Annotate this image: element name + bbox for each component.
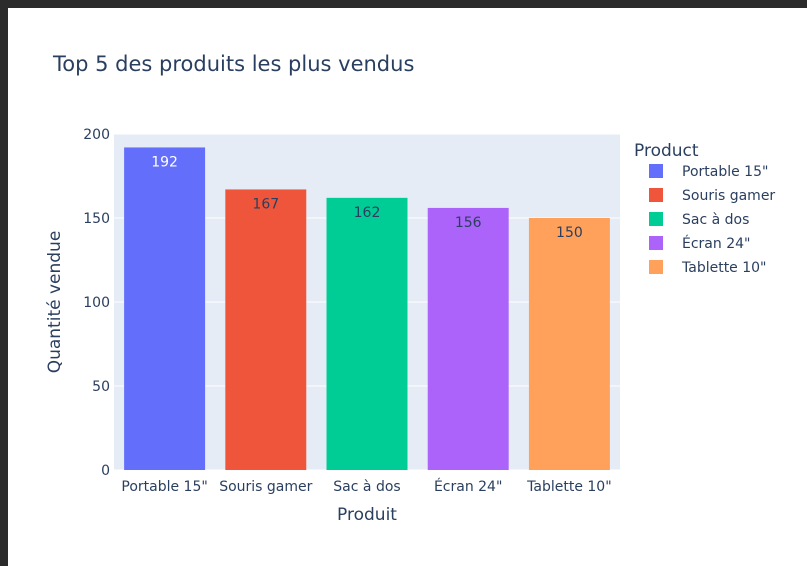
x-axis-title: Produit — [337, 505, 397, 525]
legend-item-label: Souris gamer — [682, 188, 775, 204]
legend-item[interactable]: Tablette 10" — [649, 260, 767, 276]
bar-4[interactable] — [427, 207, 509, 471]
legend-items: Portable 15" Souris gamer Sac à dos Écran 2… — [649, 164, 775, 276]
x-tick-label: Écran 24" — [434, 478, 502, 495]
x-axis-ticks: Portable 15" Souris gamer Sac à dos Écran 2… — [121, 478, 611, 495]
bar-value-label: 150 — [556, 225, 583, 241]
legend-item[interactable]: Souris gamer — [649, 188, 775, 204]
y-tick-label: 200 — [83, 127, 110, 143]
bars: 192 167 162 156 150 — [124, 147, 610, 471]
legend-item-label: Tablette 10" — [681, 260, 767, 276]
x-tick-label: Portable 15" — [121, 479, 207, 495]
legend-swatch — [649, 212, 663, 226]
x-tick-label: Souris gamer — [219, 479, 312, 495]
x-tick-label: Tablette 10" — [526, 479, 612, 495]
legend-swatch — [649, 188, 663, 202]
legend-item-label: Portable 15" — [682, 164, 768, 180]
chart-title: Top 5 des produits les plus vendus — [52, 52, 414, 76]
bar-3[interactable] — [326, 197, 408, 470]
bar-5[interactable] — [528, 218, 610, 470]
y-axis-title: Quantité vendue — [45, 231, 65, 374]
y-tick-label: 150 — [83, 211, 110, 227]
y-tick-label: 0 — [101, 463, 110, 479]
bar-chart: Top 5 des produits les plus vendus 192 16… — [8, 8, 807, 566]
x-tick-label: Sac à dos — [333, 479, 400, 495]
legend-swatch — [649, 260, 663, 274]
bar-value-label: 156 — [455, 215, 482, 231]
legend-item-label: Sac à dos — [682, 212, 749, 228]
legend-item-label: Écran 24" — [682, 235, 750, 252]
legend-title: Product — [634, 141, 699, 161]
bar-value-label: 192 — [151, 154, 178, 170]
y-tick-label: 50 — [92, 379, 110, 395]
legend-item[interactable]: Sac à dos — [649, 212, 749, 228]
y-axis-ticks: 0 50 100 150 200 — [83, 127, 110, 479]
legend: Product Portable 15" Souris gamer Sac à do… — [634, 141, 775, 276]
legend-swatch — [649, 164, 663, 178]
bar-value-label: 167 — [252, 196, 279, 212]
bar-value-label: 162 — [354, 205, 381, 221]
legend-swatch — [649, 236, 663, 250]
y-tick-label: 100 — [83, 295, 110, 311]
bar-1[interactable] — [124, 147, 206, 470]
legend-item[interactable]: Portable 15" — [649, 164, 768, 180]
bar-2[interactable] — [225, 189, 307, 470]
legend-item[interactable]: Écran 24" — [649, 235, 750, 252]
